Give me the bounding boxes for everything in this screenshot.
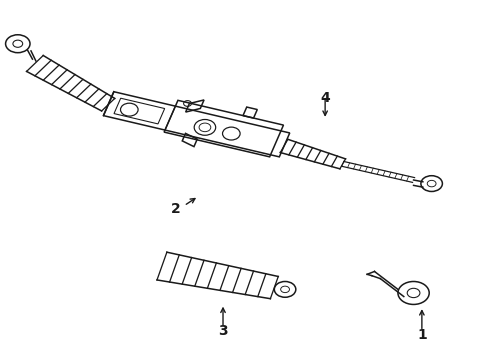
Text: 4: 4 — [320, 90, 330, 104]
Text: 2: 2 — [171, 202, 180, 216]
Text: 3: 3 — [218, 324, 228, 338]
Text: 1: 1 — [417, 328, 427, 342]
